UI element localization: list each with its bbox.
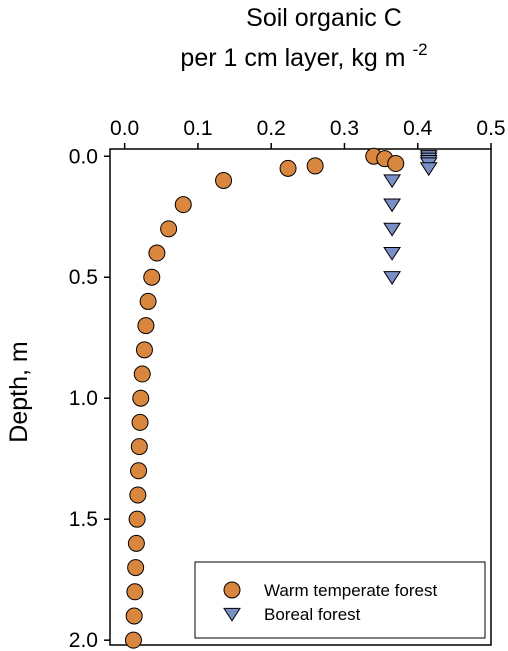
y-axis-label: Depth, m [5,341,33,442]
legend-label: Warm temperate forest [264,581,437,600]
boreal-point [383,198,402,213]
boreal-point [383,174,402,189]
x-tick-label: 0.5 [476,117,505,140]
warm-temperate-point [124,631,142,649]
legend: Warm temperate forest Boreal forest [194,561,486,639]
y-tick-label: 0.5 [69,266,98,289]
y-tick-label: 0.0 [69,145,98,168]
data-markers [124,147,438,649]
chart-title-line-1: Soil organic C [246,4,402,32]
warm-temperate-point [279,159,297,177]
y-tick-label: 2.0 [69,629,98,651]
warm-temperate-point [125,607,143,625]
warm-temperate-point [143,268,161,286]
warm-temperate-point [387,155,405,173]
plot-frame [109,148,492,646]
warm-temperate-point [137,317,155,335]
warm-temperate-point [129,486,147,504]
x-tick-label: 0.3 [330,117,359,140]
y-tick-label: 1.5 [69,508,98,531]
warm-temperate-point [174,196,192,214]
boreal-point [383,271,402,285]
warm-temperate-point [139,292,157,310]
warm-temperate-point [160,220,178,238]
legend-marker-warm [223,581,241,599]
warm-temperate-point [131,413,149,431]
warm-temperate-point [306,157,324,175]
x-tick-label: 0.0 [110,117,139,140]
y-tick-label: 1.0 [69,387,98,410]
boreal-point [383,222,402,237]
x-tick-label: 0.2 [257,117,286,140]
warm-temperate-point [127,559,145,577]
warm-temperate-point [128,510,146,528]
warm-temperate-point [215,171,233,189]
warm-temperate-point [135,341,153,359]
boreal-point [383,246,402,261]
warm-temperate-point [133,365,151,383]
chart-title-line-2: per 1 cm layer, kg m -2 [180,40,427,72]
warm-temperate-point [126,583,144,601]
x-tick-label: 0.4 [403,117,433,140]
chart-title-line-2-main: per 1 cm layer, kg m [180,44,405,72]
boreal-point [419,162,438,177]
chart-title-unit-superscript: -2 [412,40,427,59]
legend-box [194,561,486,639]
warm-temperate-point [132,389,150,407]
x-axis-ticks: 0.0 0.1 0.2 0.3 0.4 0.5 [110,117,506,149]
legend-marker-boreal [223,607,241,622]
x-tick-label: 0.1 [183,117,212,140]
warm-temperate-point [148,244,166,262]
legend-label: Boreal forest [264,605,361,624]
y-axis-ticks: 0.0 0.5 1.0 1.5 2.0 [69,145,110,651]
warm-temperate-point [130,438,148,456]
warm-temperate-point [127,534,145,552]
warm-temperate-point [130,462,148,480]
